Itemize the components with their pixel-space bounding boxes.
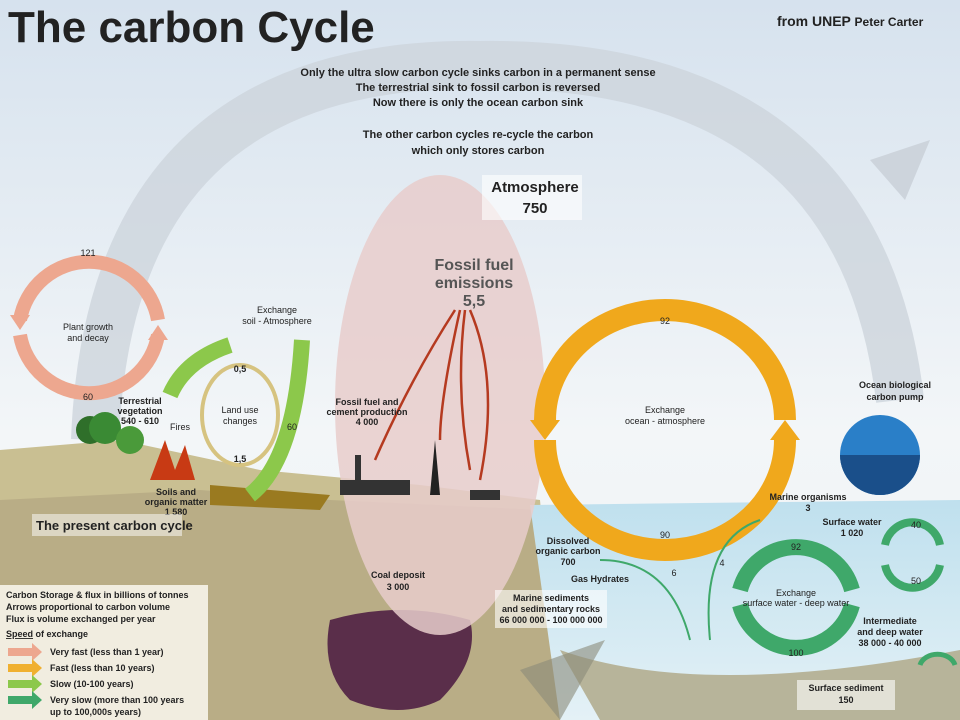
cycle-value: 0,5 (234, 364, 247, 374)
legend: Carbon Storage & flux in billions of ton… (0, 585, 208, 720)
note: The other carbon cycles re-cycle the car… (363, 129, 594, 141)
header: The carbon Cycle from UNEP Peter Carter (8, 3, 924, 52)
emissions-label: Fossil fuel (434, 257, 513, 274)
fossil-label: Fossil fuel and (335, 397, 398, 407)
surface-water-label: Surface water (822, 517, 882, 527)
cycle-value: 50 (911, 576, 921, 586)
soil-exchange-value: 60 (287, 422, 297, 432)
atmosphere-value: 750 (522, 200, 547, 217)
cycle-value: 1,5 (234, 454, 247, 464)
flux-value: 4 (719, 558, 724, 568)
note: The terrestrial sink to fossil carbon is… (356, 82, 601, 94)
vegetation-label: Terrestrial (118, 396, 161, 406)
note: which only stores carbon (411, 145, 545, 157)
gas-hydrates: Gas Hydrates (571, 574, 629, 584)
soils-value: 1 580 (165, 507, 188, 517)
plant-label: and decay (67, 333, 109, 343)
sediment-label: Surface sediment (808, 683, 883, 693)
exchange-label: Exchange (645, 405, 685, 415)
cycle-value: 92 (791, 542, 801, 552)
notes: Only the ultra slow carbon cycle sinks c… (300, 67, 655, 157)
legend-item: up to 100,000s years) (50, 707, 141, 717)
emissions-label: emissions (435, 275, 513, 292)
caption: The present carbon cycle (36, 518, 193, 533)
legend-heading: Speed of exchange (6, 629, 88, 639)
sediments-label: and sedimentary rocks (502, 604, 600, 614)
soil-exchange-label: soil - Atmosphere (242, 316, 312, 326)
dissolved-label: organic carbon (535, 546, 600, 556)
fossil-label: cement production (326, 407, 407, 417)
cycle-value: 92 (660, 316, 670, 326)
title: The carbon Cycle (8, 3, 375, 52)
emissions-value: 5,5 (463, 293, 485, 310)
fires-label: Fires (170, 422, 190, 432)
organisms-label: Marine organisms (769, 492, 846, 502)
cycle-value: 40 (911, 520, 921, 530)
legend-line: Carbon Storage & flux in billions of ton… (6, 590, 189, 600)
coal-value: 3 000 (387, 582, 410, 592)
arrows (10, 40, 958, 720)
credit-author: Peter Carter (855, 15, 924, 29)
credit-source: from UNEP (777, 13, 851, 29)
fossil-value: 4 000 (356, 417, 379, 427)
legend-item: Very slow (more than 100 years (50, 695, 184, 705)
soils-label: Soils and (156, 487, 196, 497)
cycle-value: 90 (660, 530, 670, 540)
legend-line: Flux is volume exchanged per year (6, 614, 156, 624)
cycle-value: 100 (788, 648, 803, 658)
soil-exchange-label: Exchange (257, 305, 297, 315)
atmosphere-label: Atmosphere (491, 179, 579, 196)
legend-heading-key: Speed (6, 629, 33, 639)
land-use-label: changes (223, 416, 258, 426)
deep-exchange-label: Exchange (776, 588, 816, 598)
note: Only the ultra slow carbon cycle sinks c… (300, 67, 655, 79)
flux-value: 6 (671, 568, 676, 578)
credit: from UNEP Peter Carter (777, 13, 924, 29)
legend-item: Very fast (less than 1 year) (50, 647, 164, 657)
sediments-value: 66 000 000 - 100 000 000 (499, 615, 602, 625)
deep-water-value: 38 000 - 40 000 (858, 638, 921, 648)
vegetation-value: 540 - 610 (121, 416, 159, 426)
note: Now there is only the ocean carbon sink (373, 97, 584, 109)
cycle-value: 121 (80, 248, 95, 258)
soils-label: organic matter (145, 497, 208, 507)
organisms-value: 3 (805, 503, 810, 513)
land-use-label: Land use (221, 405, 258, 415)
dissolved-value: 700 (560, 557, 575, 567)
surface-water-value: 1 020 (841, 528, 864, 538)
pump-label: carbon pump (866, 392, 924, 402)
cycle-value: 60 (83, 392, 93, 402)
pump-label: Ocean biological (859, 380, 931, 390)
dissolved-label: Dissolved (547, 536, 590, 546)
coal-label: Coal deposit (371, 570, 425, 580)
illustrations (76, 412, 920, 500)
sediment-value: 150 (838, 695, 853, 705)
plant-label: Plant growth (63, 322, 113, 332)
legend-heading-rest: of exchange (33, 629, 88, 639)
deep-exchange-label: surface water - deep water (743, 598, 850, 608)
legend-item: Fast (less than 10 years) (50, 663, 155, 673)
deep-water-label: and deep water (857, 627, 923, 637)
legend-item: Slow (10-100 years) (50, 679, 134, 689)
vegetation-label: vegetation (117, 406, 162, 416)
exchange-label: ocean - atmosphere (625, 416, 705, 426)
sediments-label: Marine sediments (513, 593, 589, 603)
legend-line: Arrows proportional to carbon volume (6, 602, 170, 612)
deep-water-label: Intermediate (863, 616, 917, 626)
labels: Atmosphere 750 Fossil fuel emissions 5,5… (32, 175, 931, 710)
